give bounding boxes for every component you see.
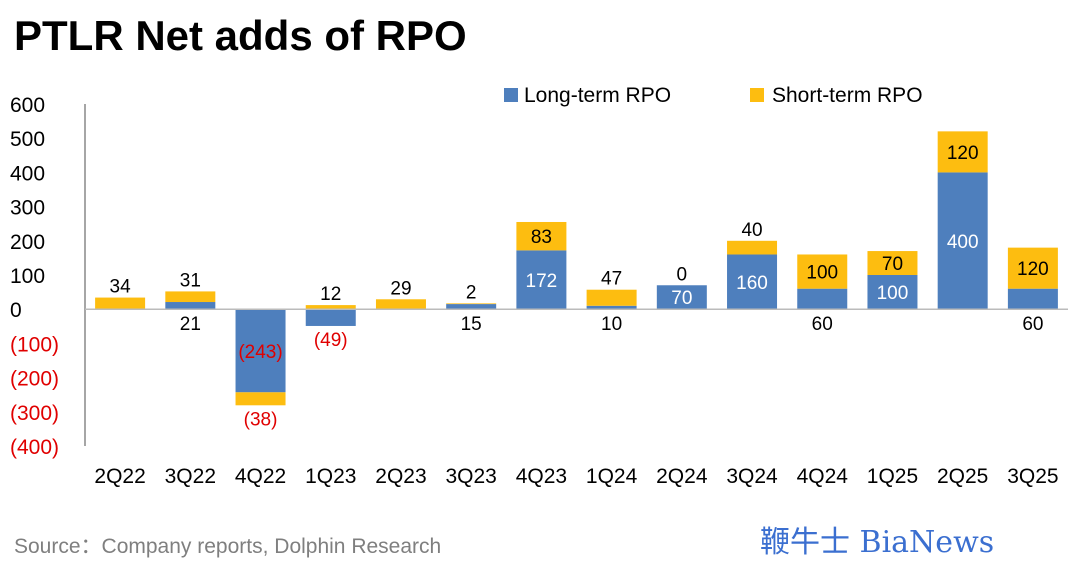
short-term-bar (305, 305, 356, 310)
short-term-bar (586, 289, 637, 306)
long-term-bar (797, 288, 848, 310)
y-tick-label: (400) (10, 436, 59, 459)
long-term-data-label: 400 (947, 232, 979, 253)
bianews-logo: 鞭牛士 BiaNews (760, 525, 994, 560)
long-term-bar (165, 302, 216, 310)
long-term-data-label: 60 (812, 314, 833, 335)
short-term-data-label: 0 (677, 264, 688, 285)
short-term-bar (727, 240, 778, 255)
long-term-bar (937, 172, 988, 310)
long-term-bar (867, 275, 918, 310)
y-tick-label: (200) (10, 368, 59, 391)
short-term-bar (516, 221, 567, 251)
x-tick-label: 2Q22 (94, 465, 145, 488)
y-tick-label: 200 (10, 231, 45, 254)
short-term-bar (375, 299, 426, 310)
long-term-bar (1007, 288, 1058, 310)
x-tick-label: 4Q22 (235, 465, 286, 488)
short-term-data-label: 12 (320, 284, 341, 305)
long-term-data-label: 60 (1022, 314, 1043, 335)
short-term-bar (446, 303, 497, 305)
short-term-bar (867, 251, 918, 275)
long-term-bar (586, 305, 637, 310)
x-tick-label: 2Q23 (375, 465, 426, 488)
short-term-data-label: 70 (882, 254, 903, 275)
y-tick-label: (300) (10, 402, 59, 425)
y-tick-label: 0 (10, 299, 22, 322)
long-term-bar (235, 309, 286, 393)
x-tick-label: 3Q25 (1007, 465, 1058, 488)
short-term-data-label: 47 (601, 269, 622, 290)
long-term-bar (727, 254, 778, 310)
y-tick-label: 300 (10, 197, 45, 220)
x-tick-label: 1Q23 (305, 465, 356, 488)
chart-title: PTLR Net adds of RPO (14, 12, 467, 59)
legend-label-short-term: Short-term RPO (772, 84, 923, 107)
short-term-bar (95, 297, 146, 310)
short-term-bar (1007, 247, 1058, 289)
x-tick-label: 3Q23 (445, 465, 496, 488)
y-tick-label: (100) (10, 333, 59, 356)
x-tick-label: 3Q24 (726, 465, 778, 488)
short-term-data-label: 100 (806, 263, 838, 284)
long-term-bar (305, 309, 356, 326)
long-term-data-label: 21 (180, 314, 201, 335)
legend-label-long-term: Long-term RPO (524, 84, 671, 107)
long-term-bar (446, 304, 497, 310)
short-term-data-label: 40 (741, 220, 762, 241)
long-term-data-label: (243) (238, 342, 282, 363)
short-term-bar (797, 254, 848, 289)
long-term-data-label: 100 (877, 283, 909, 304)
x-tick-label: 1Q24 (586, 465, 638, 488)
short-term-data-label: 120 (947, 143, 979, 164)
y-tick-label: 600 (10, 94, 45, 117)
short-term-data-label: 34 (110, 277, 132, 298)
short-term-data-label: 29 (390, 278, 411, 299)
short-term-data-label: 83 (531, 227, 552, 248)
long-term-data-label: 172 (526, 271, 558, 292)
long-term-data-label: 10 (601, 314, 622, 335)
source-note: Source：Company reports, Dolphin Research (14, 535, 442, 558)
short-term-bar (165, 291, 216, 303)
legend-swatch-short-term (750, 88, 764, 102)
y-tick-label: 400 (10, 162, 45, 185)
short-term-data-label: 120 (1017, 259, 1049, 280)
short-term-bar (937, 131, 988, 173)
x-tick-label: 1Q25 (867, 465, 918, 488)
x-tick-label: 2Q24 (656, 465, 708, 488)
long-term-bar (656, 285, 707, 310)
short-term-data-label: 2 (466, 282, 477, 303)
x-tick-label: 4Q24 (797, 465, 849, 488)
x-tick-label: 2Q25 (937, 465, 988, 488)
long-term-data-label: 70 (671, 288, 692, 309)
legend-swatch-long-term (504, 88, 518, 102)
y-tick-label: 500 (10, 128, 45, 151)
long-term-data-label: 160 (736, 273, 768, 294)
x-tick-label: 4Q23 (516, 465, 567, 488)
short-term-data-label: (38) (244, 409, 278, 430)
x-tick-label: 3Q22 (165, 465, 216, 488)
y-tick-label: 100 (10, 265, 45, 288)
long-term-data-label: (49) (314, 330, 348, 351)
long-term-data-label: 15 (461, 314, 482, 335)
short-term-data-label: 31 (180, 270, 201, 291)
short-term-bar (235, 392, 286, 406)
long-term-bar (516, 250, 567, 310)
